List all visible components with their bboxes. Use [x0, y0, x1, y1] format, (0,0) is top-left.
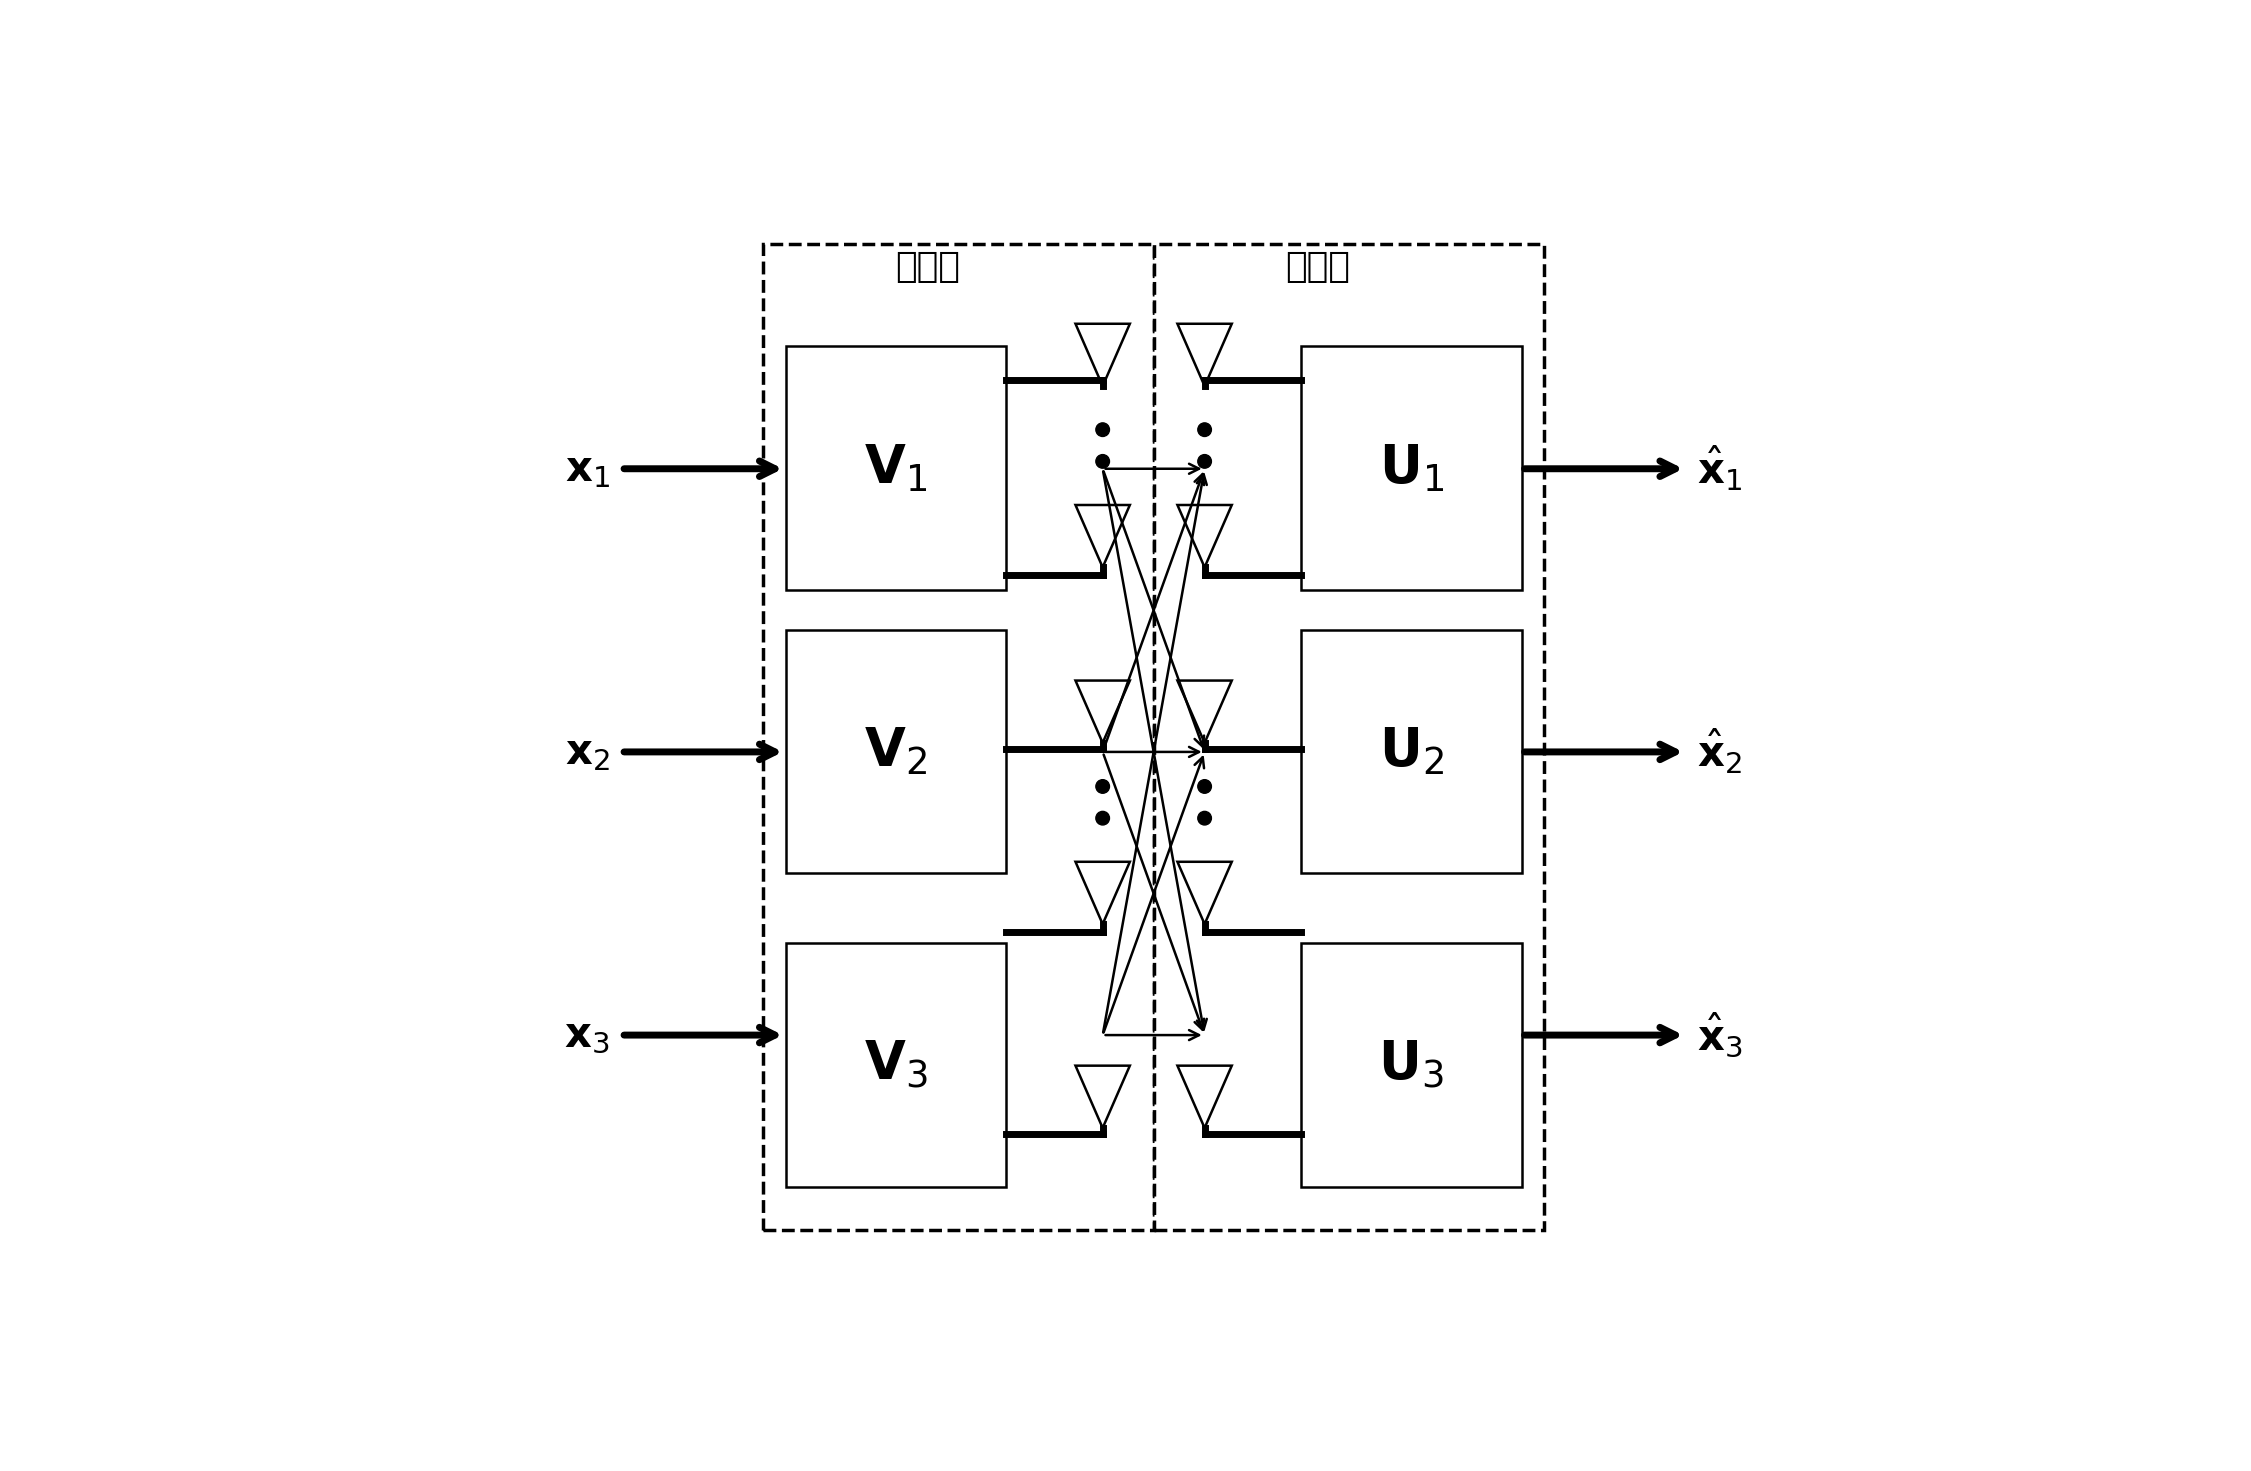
Circle shape	[1198, 812, 1211, 825]
Circle shape	[1096, 422, 1110, 437]
Text: $\hat{\mathbf{x}}_2$: $\hat{\mathbf{x}}_2$	[1697, 727, 1742, 777]
Text: $\mathbf{V}_3$: $\mathbf{V}_3$	[864, 1039, 927, 1091]
Bar	[1301, 630, 1522, 874]
Text: $\mathbf{x}_2$: $\mathbf{x}_2$	[565, 731, 610, 772]
Bar	[763, 244, 1153, 1230]
Text: $\mathbf{x}_3$: $\mathbf{x}_3$	[565, 1014, 610, 1056]
Text: $\hat{\mathbf{x}}_1$: $\hat{\mathbf{x}}_1$	[1697, 444, 1742, 493]
Text: $\hat{\mathbf{x}}_3$: $\hat{\mathbf{x}}_3$	[1697, 1011, 1742, 1059]
Bar	[1301, 347, 1522, 590]
Text: $\mathbf{x}_1$: $\mathbf{x}_1$	[565, 447, 610, 490]
Circle shape	[1198, 455, 1211, 468]
Text: $\mathbf{V}_2$: $\mathbf{V}_2$	[864, 725, 927, 777]
Circle shape	[1096, 455, 1110, 468]
Text: $\mathbf{U}_1$: $\mathbf{U}_1$	[1378, 443, 1443, 494]
Bar	[786, 943, 1006, 1187]
Circle shape	[1096, 780, 1110, 793]
Text: $\mathbf{U}_2$: $\mathbf{U}_2$	[1378, 725, 1443, 777]
Text: $\mathbf{U}_3$: $\mathbf{U}_3$	[1378, 1039, 1445, 1091]
Circle shape	[1198, 780, 1211, 793]
Text: 发射机: 发射机	[894, 250, 959, 284]
Bar	[786, 630, 1006, 874]
Circle shape	[1198, 422, 1211, 437]
Text: 接收机: 接收机	[1285, 250, 1351, 284]
Text: $\mathbf{V}_1$: $\mathbf{V}_1$	[864, 443, 927, 494]
Circle shape	[1096, 812, 1110, 825]
Bar	[1301, 943, 1522, 1187]
Bar	[786, 347, 1006, 590]
Bar	[1155, 244, 1544, 1230]
